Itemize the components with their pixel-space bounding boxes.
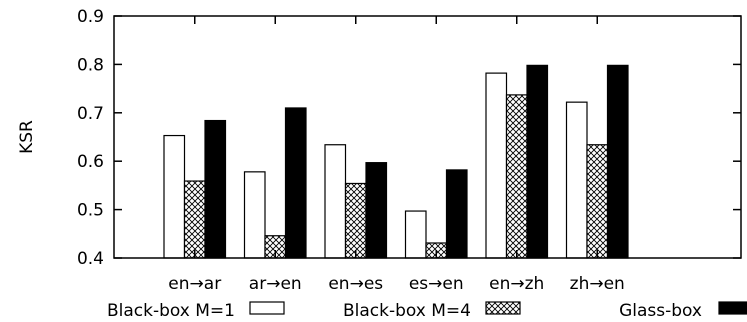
y-tick-label: 0.4 [77, 249, 104, 269]
y-tick-label: 0.5 [77, 201, 104, 221]
y-tick-label: 0.8 [77, 55, 104, 75]
bar [404, 210, 427, 259]
legend-label: Black-box M=1 [107, 301, 235, 321]
legend-swatch [249, 301, 285, 315]
y-tick-label: 0.6 [77, 152, 104, 172]
legend-swatch [718, 301, 747, 315]
y-tick-label: 0.9 [77, 7, 104, 27]
legend-swatch [485, 301, 521, 315]
bar [365, 162, 388, 259]
bar [183, 180, 206, 259]
legend: Black-box M=1 Black-box M=4 Glass-box [107, 301, 747, 321]
bar [526, 64, 549, 259]
x-tick-label: en→zh [489, 274, 544, 294]
y-axis-label: KSR [17, 120, 37, 154]
bar [204, 119, 227, 259]
x-tick-label: en→ar [168, 274, 221, 294]
bar [505, 94, 528, 259]
bar [284, 107, 307, 259]
bar [445, 169, 468, 259]
legend-label: Glass-box [619, 301, 702, 321]
legend-label: Black-box M=4 [343, 301, 471, 321]
y-tick-label: 0.7 [77, 104, 104, 124]
bar [324, 144, 347, 259]
x-tick-label: en→es [328, 274, 383, 294]
plot-frame [113, 15, 742, 259]
x-tick-label: ar→en [249, 274, 302, 294]
bar [485, 72, 508, 259]
bar [606, 64, 629, 259]
bar [565, 101, 588, 259]
bar [243, 171, 266, 259]
bar [586, 144, 609, 259]
x-tick-label: es→en [409, 274, 464, 294]
x-tick-label: zh→en [570, 274, 625, 294]
bar [163, 134, 186, 259]
bar [344, 182, 367, 259]
